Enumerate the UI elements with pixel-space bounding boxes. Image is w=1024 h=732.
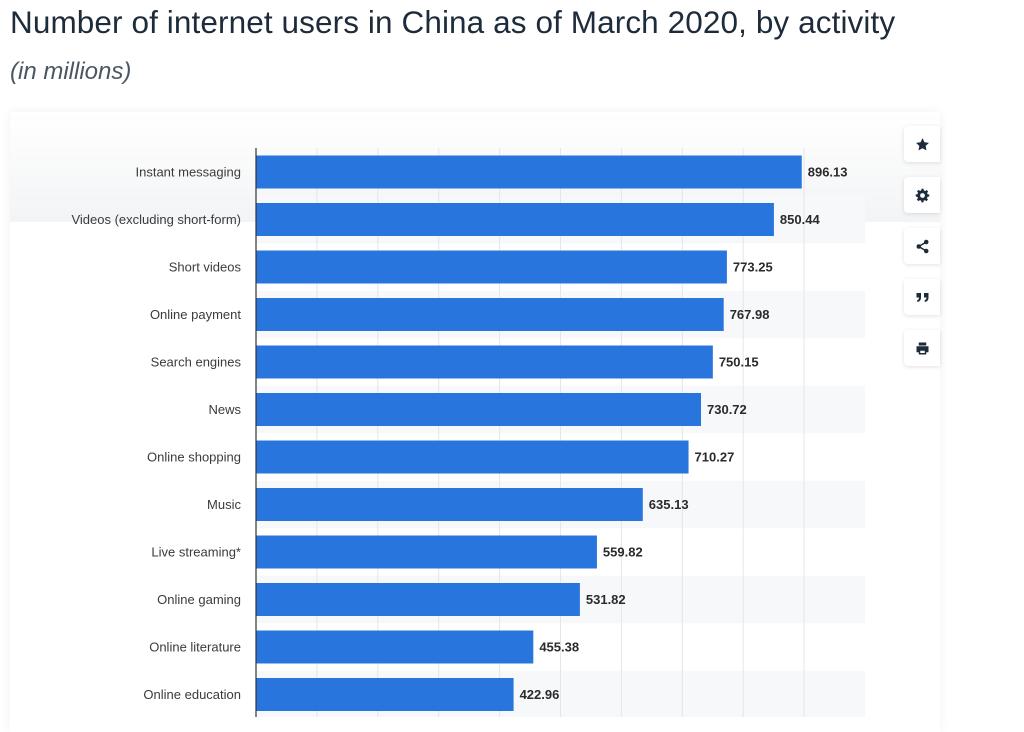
value-label: 455.38 (539, 640, 579, 655)
category-label: Videos (excluding short-form) (71, 212, 241, 227)
bar-6 (256, 393, 702, 426)
print-button[interactable] (904, 330, 940, 366)
quote-icon (916, 292, 928, 302)
favorite-button[interactable] (904, 126, 940, 162)
category-label: Search engines (151, 355, 242, 370)
category-label: Online payment (150, 307, 241, 322)
bar-5 (256, 345, 713, 379)
share-icon (916, 239, 928, 253)
bar-2 (256, 203, 774, 236)
bar-12 (256, 678, 514, 711)
chart-title: Number of internet users in China as of … (10, 4, 896, 40)
bar-1 (256, 155, 802, 189)
category-label: Music (207, 497, 241, 512)
bar-3 (256, 250, 727, 284)
print-icon (916, 342, 928, 354)
value-label: 635.13 (649, 497, 689, 512)
category-label: Instant messaging (135, 165, 241, 180)
value-label: 422.96 (520, 687, 560, 702)
settings-button[interactable] (904, 177, 940, 213)
value-label: 767.98 (730, 307, 770, 322)
category-label: Online shopping (147, 450, 241, 465)
category-label: Online literature (149, 640, 241, 655)
share-button[interactable] (904, 228, 940, 264)
category-label: News (208, 402, 241, 417)
value-label: 896.13 (808, 165, 848, 180)
value-label: 710.27 (695, 450, 735, 465)
category-label: Online gaming (157, 592, 241, 607)
value-label: 559.82 (603, 545, 643, 560)
bar-4 (256, 298, 724, 331)
category-label: Live streaming* (151, 545, 241, 560)
value-label: 750.15 (719, 355, 759, 370)
bar-8 (256, 488, 643, 521)
value-label: 730.72 (707, 402, 747, 417)
bar-11 (256, 630, 534, 664)
chart-toolbar (904, 126, 944, 381)
value-label: 773.25 (733, 260, 773, 275)
value-label: 850.44 (780, 212, 821, 227)
category-label: Online education (143, 687, 241, 702)
star-icon (915, 137, 929, 150)
bar-9 (256, 535, 597, 569)
chart-subtitle: (in millions) (10, 58, 132, 85)
bar-chart: Instant messaging 896.13 Videos (excluding… (71, 148, 848, 717)
gear-icon (915, 188, 929, 202)
cite-button[interactable] (904, 279, 940, 315)
value-label: 531.82 (586, 592, 626, 607)
category-label: Short videos (169, 260, 242, 275)
bar-7 (256, 440, 689, 474)
bar-10 (256, 583, 580, 616)
